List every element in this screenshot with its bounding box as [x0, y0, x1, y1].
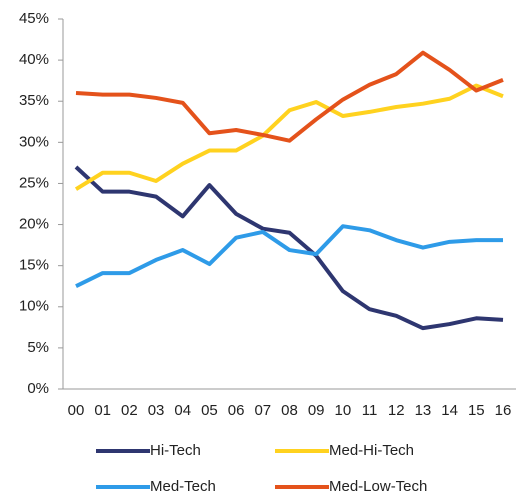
x-tick-label: 11 — [362, 402, 378, 419]
x-tick-label: 12 — [388, 402, 405, 419]
x-tick-label: 03 — [148, 402, 165, 419]
x-tick-label: 14 — [441, 402, 458, 419]
x-tick-label: 16 — [495, 402, 512, 419]
y-tick-label: 30% — [19, 133, 49, 150]
y-tick-label: 35% — [19, 92, 49, 109]
x-tick-label: 09 — [308, 402, 325, 419]
x-tick-label: 07 — [254, 402, 271, 419]
x-tick-label: 13 — [415, 402, 432, 419]
legend-label: Med-Tech — [150, 478, 216, 495]
line-series — [74, 83, 504, 191]
y-tick-label: 0% — [27, 380, 49, 397]
line-series — [75, 224, 503, 289]
x-tick-label: 08 — [281, 402, 298, 419]
x-tick-label: 02 — [121, 402, 138, 419]
legend-label: Med-Hi-Tech — [329, 442, 414, 459]
y-tick-label: 15% — [19, 257, 49, 274]
legend-label: Med-Low-Tech — [329, 478, 427, 495]
x-tick-label: 15 — [468, 402, 485, 419]
x-tick-label: 05 — [201, 402, 218, 419]
y-tick-label: 20% — [19, 216, 49, 233]
line-series — [74, 165, 504, 331]
x-tick-label: 00 — [68, 402, 85, 419]
y-tick-label: 25% — [19, 174, 49, 191]
y-tick-label: 45% — [19, 10, 49, 27]
line-series — [75, 50, 504, 143]
x-tick-label: 01 — [94, 402, 111, 419]
legend-label: Hi-Tech — [150, 442, 201, 459]
x-tick-label: 10 — [335, 402, 352, 419]
y-tick-label: 40% — [19, 51, 49, 68]
y-tick-label: 10% — [19, 298, 49, 315]
x-tick-label: 04 — [174, 402, 191, 419]
x-tick-label: 06 — [228, 402, 245, 419]
y-tick-label: 5% — [27, 339, 49, 356]
